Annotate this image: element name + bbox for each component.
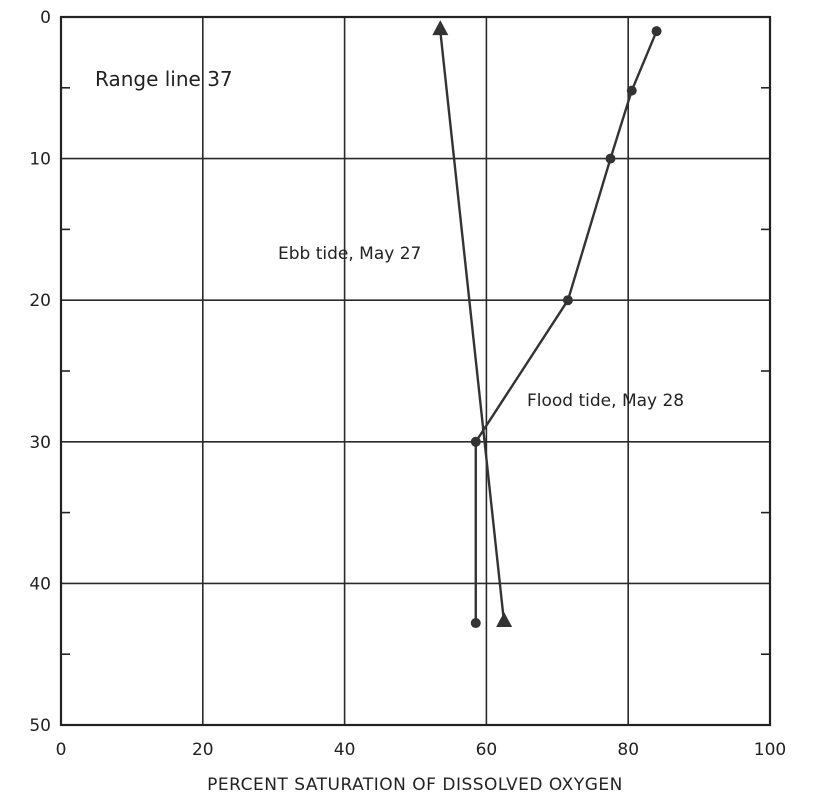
y-tick-label: 40 [29, 574, 51, 594]
circle-marker [470, 618, 481, 629]
x-tick-label: 40 [334, 740, 356, 760]
ebb-tide-label: Ebb tide, May 27 [278, 244, 421, 264]
x-tick-label: 80 [617, 740, 639, 760]
x-axis-title: PERCENT SATURATION OF DISSOLVED OXYGEN [207, 775, 623, 795]
x-tick-labels: 0 20 40 60 80 100 [56, 740, 787, 760]
y-tick-label: 20 [29, 291, 51, 311]
series [432, 20, 662, 629]
range-line-annotation: Range line 37 [95, 67, 233, 91]
y-tick-label: 0 [40, 8, 51, 28]
y-tick-label: 30 [29, 433, 51, 453]
grid [61, 17, 770, 725]
circle-marker [562, 295, 573, 306]
circle-marker [651, 26, 662, 37]
series-line-1 [474, 30, 658, 624]
y-tick-label: 50 [29, 716, 51, 736]
x-tick-label: 100 [754, 740, 786, 760]
triangle-marker [432, 20, 449, 36]
circle-marker [626, 85, 637, 96]
x-tick-label: 60 [476, 740, 498, 760]
circle-marker [605, 153, 616, 164]
plot-frame [59, 15, 772, 727]
circle-marker [470, 436, 481, 447]
y-tick-labels: 0 10 20 30 40 50 [29, 8, 51, 736]
minor-ticks [61, 87, 770, 656]
series-line-0 [439, 31, 506, 624]
triangle-marker [496, 612, 513, 628]
x-tick-label: 20 [192, 740, 214, 760]
flood-tide-label: Flood tide, May 28 [527, 391, 684, 411]
y-tick-label: 10 [29, 150, 51, 170]
x-tick-label: 0 [56, 740, 67, 760]
